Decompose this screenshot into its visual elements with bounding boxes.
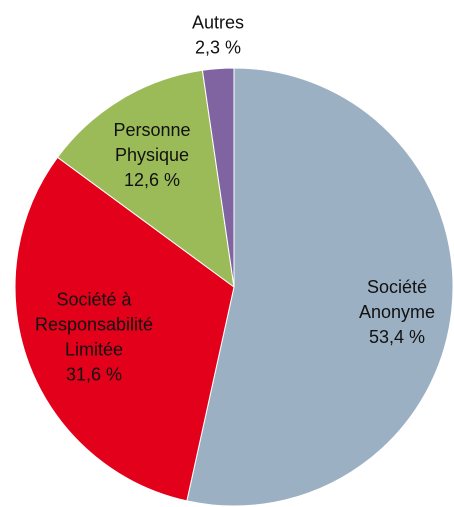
pie-slice-societe-a-responsabilite-limitee xyxy=(14,156,235,502)
slice-name-label: Société xyxy=(367,277,427,297)
slice-name-label: Limitée xyxy=(65,339,123,359)
slice-label-societe-a-responsabilite-limitee: Société à Responsabilité Limitée 31,6 % xyxy=(35,289,153,384)
pie-labels: Société Anonyme 53,4 % Société à Responsabil… xyxy=(35,12,435,384)
pie-slice-personne-physique xyxy=(56,69,235,289)
slice-value-label: 31,6 % xyxy=(66,364,122,384)
slice-value-label: 53,4 % xyxy=(369,327,425,347)
slice-name-label: Société à xyxy=(56,289,132,309)
slice-name-label: Autres xyxy=(192,12,244,32)
slice-label-autres: Autres 2,3 % xyxy=(192,12,244,57)
slice-label-personne-physique: Personne Physique 12,6 % xyxy=(113,120,190,190)
pie-slices xyxy=(14,67,454,507)
slice-value-label: 2,3 % xyxy=(195,37,241,57)
slice-name-label: Personne xyxy=(113,120,190,140)
pie-slice-societe-anonyme xyxy=(186,67,454,507)
slice-name-label: Anonyme xyxy=(359,302,435,322)
pie-slice-autres xyxy=(201,67,235,288)
slice-label-societe-anonyme: Société Anonyme 53,4 % xyxy=(359,277,435,347)
slice-name-label: Responsabilité xyxy=(35,314,153,334)
slice-name-label: Physique xyxy=(115,145,189,165)
slice-value-label: 12,6 % xyxy=(124,170,180,190)
